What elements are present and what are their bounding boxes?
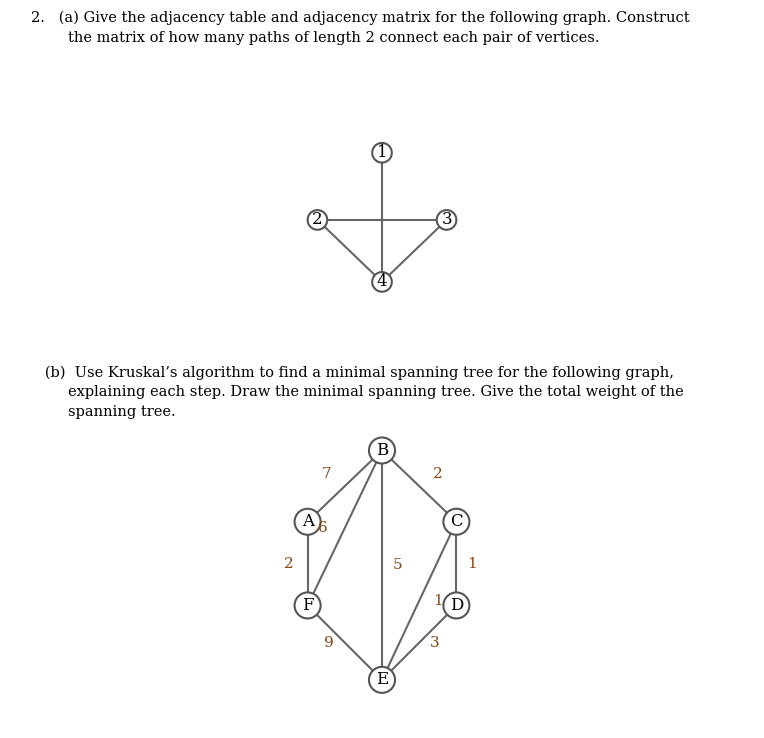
Text: 1: 1 bbox=[467, 556, 477, 570]
Text: E: E bbox=[376, 672, 388, 689]
Circle shape bbox=[437, 210, 456, 230]
Text: B: B bbox=[376, 442, 388, 459]
Text: 9: 9 bbox=[325, 635, 334, 649]
Circle shape bbox=[372, 272, 392, 292]
Text: 3: 3 bbox=[430, 635, 439, 649]
Text: 2: 2 bbox=[284, 556, 294, 570]
Text: 7: 7 bbox=[322, 466, 331, 480]
Text: (b)  Use Kruskal’s algorithm to find a minimal spanning tree for the following g: (b) Use Kruskal’s algorithm to find a mi… bbox=[31, 365, 683, 418]
Text: F: F bbox=[302, 597, 313, 614]
Text: D: D bbox=[450, 597, 463, 614]
Circle shape bbox=[443, 508, 469, 535]
Text: 4: 4 bbox=[377, 273, 387, 291]
Text: 5: 5 bbox=[393, 558, 403, 572]
Text: 1: 1 bbox=[433, 594, 442, 608]
Circle shape bbox=[308, 210, 327, 230]
Circle shape bbox=[369, 667, 395, 693]
Text: C: C bbox=[450, 513, 463, 531]
Circle shape bbox=[295, 508, 321, 535]
Circle shape bbox=[369, 438, 395, 463]
Text: 2: 2 bbox=[312, 211, 322, 229]
Text: 6: 6 bbox=[319, 521, 328, 535]
Text: 2: 2 bbox=[433, 466, 442, 480]
Text: 2.   (a) Give the adjacency table and adjacency matrix for the following graph. : 2. (a) Give the adjacency table and adja… bbox=[31, 11, 689, 45]
Text: 1: 1 bbox=[377, 144, 387, 162]
Circle shape bbox=[295, 593, 321, 618]
Circle shape bbox=[372, 143, 392, 162]
Text: A: A bbox=[302, 513, 313, 531]
Text: 3: 3 bbox=[442, 211, 452, 229]
Circle shape bbox=[443, 593, 469, 618]
